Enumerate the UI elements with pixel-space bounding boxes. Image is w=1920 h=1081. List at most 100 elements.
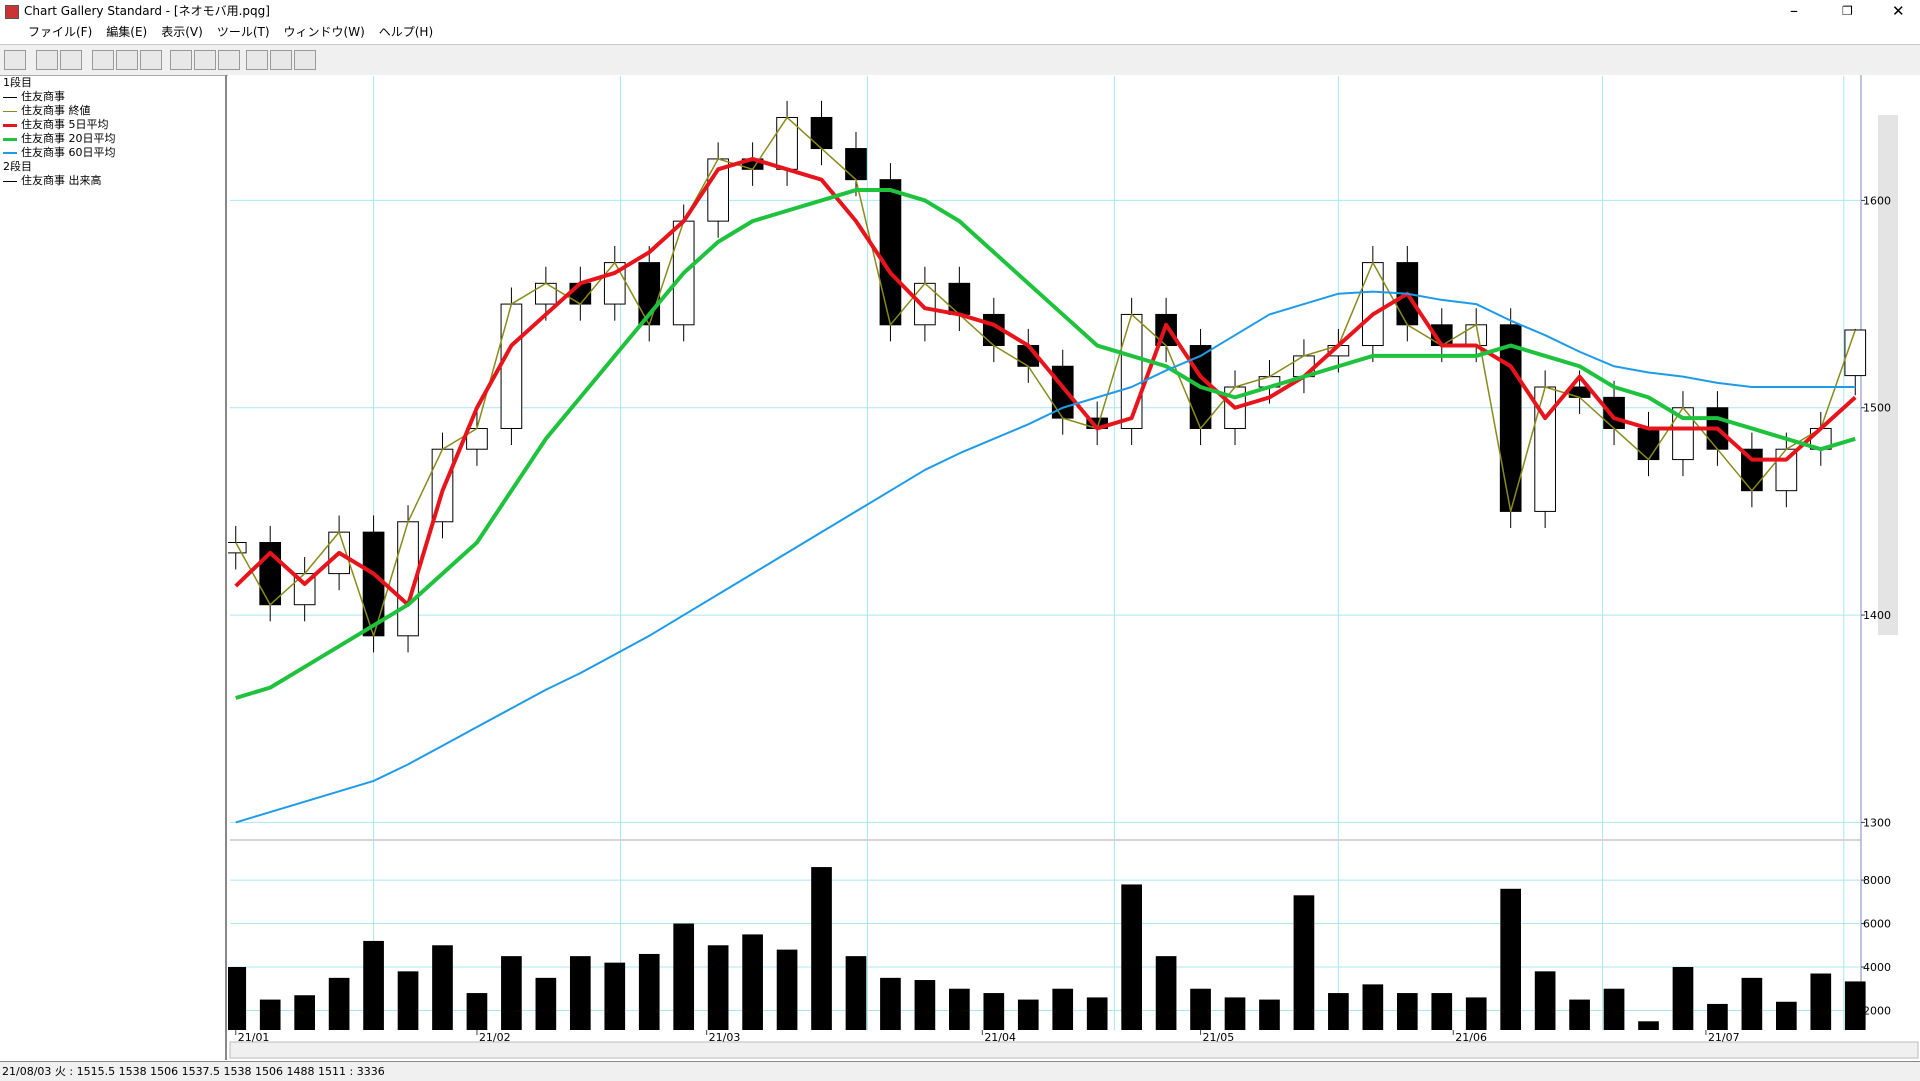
volume-bar	[228, 967, 247, 1030]
x-tick-label: 21/04	[984, 1031, 1016, 1044]
volume-bar	[776, 949, 798, 1030]
legend-item: 住友商事	[3, 90, 222, 104]
legend-label: 住友商事 20日平均	[21, 132, 116, 145]
tool-button[interactable]	[140, 50, 162, 70]
chart-background	[228, 75, 1920, 1060]
legend-item: 住友商事 5日平均	[3, 118, 222, 132]
tool-button[interactable]	[92, 50, 114, 70]
volume-bar	[949, 988, 970, 1030]
menu-bar: ファイル(F) 編集(E) 表示(V) ツール(T) ウィンドウ(W) ヘルプ(H)	[0, 22, 1920, 43]
tool-button[interactable]	[4, 50, 26, 70]
volume-bar	[1190, 988, 1211, 1030]
status-text: 21/08/03 火 : 1515.5 1538 1506 1537.5 153…	[2, 1065, 385, 1078]
y-tick-label: 6000	[1863, 918, 1891, 931]
tool-button[interactable]	[60, 50, 82, 70]
legend-item: 住友商事 60日平均	[3, 146, 222, 160]
line-series	[235, 188, 1856, 700]
minimize-button[interactable]: –	[1790, 1, 1798, 20]
menu-item[interactable]: ヘルプ(H)	[378, 25, 434, 39]
volume-bar	[673, 923, 695, 1030]
legend-swatch	[3, 137, 17, 141]
scrollbar[interactable]	[229, 1041, 1919, 1059]
x-tick-label: 21/05	[1203, 1031, 1235, 1044]
volume-bar	[880, 977, 901, 1030]
volume-bar	[1638, 1021, 1659, 1030]
line-series	[235, 116, 1856, 637]
tool-button[interactable]	[294, 50, 316, 70]
menu-item[interactable]: 表示(V)	[161, 25, 203, 39]
menu-item[interactable]: ツール(T)	[216, 25, 270, 39]
legend-item: 住友商事 20日平均	[3, 132, 222, 146]
volume-bar	[1844, 981, 1866, 1030]
volume-bar	[1121, 884, 1142, 1030]
menu-item[interactable]: 編集(E)	[106, 25, 148, 39]
y-tick-label: 1300	[1863, 816, 1891, 829]
volume-bar	[1224, 997, 1246, 1030]
tool-button[interactable]	[194, 50, 216, 70]
toolbar	[0, 44, 1920, 76]
volume-bar	[1396, 993, 1418, 1030]
restore-button[interactable]: ❐	[1842, 4, 1853, 18]
volume-bar	[1672, 967, 1694, 1030]
volume-bar	[1362, 984, 1384, 1030]
legend-swatch	[3, 123, 17, 127]
volume-bar	[1259, 999, 1280, 1030]
window-title: Chart Gallery Standard - [ネオモバ用.pqg]	[24, 4, 270, 18]
candle-body	[1603, 396, 1625, 429]
tool-button[interactable]	[218, 50, 240, 70]
volume-bar	[1465, 997, 1487, 1030]
volume-bar	[1293, 895, 1315, 1030]
volume-bar	[1534, 971, 1556, 1030]
line-series	[234, 156, 1857, 607]
volume-bar	[1569, 999, 1590, 1030]
volume-bar	[363, 940, 384, 1030]
volume-bar	[501, 956, 522, 1030]
legend-swatch	[3, 180, 17, 182]
tool-button[interactable]	[36, 50, 58, 70]
volume-bar	[397, 971, 419, 1030]
candle-body	[879, 179, 902, 326]
legend-swatch	[3, 96, 17, 98]
candle-body	[776, 116, 798, 170]
volume-bar	[1328, 993, 1349, 1030]
volume-bar	[914, 980, 936, 1030]
tool-button[interactable]	[170, 50, 192, 70]
y-tick-label: 8000	[1863, 874, 1891, 887]
volume-bar	[1741, 977, 1763, 1030]
legend-item: 住友商事 終値	[3, 104, 222, 118]
volume-bar	[983, 993, 1005, 1030]
candle-body	[466, 427, 488, 450]
volume-bar	[1017, 999, 1039, 1030]
tool-button[interactable]	[116, 50, 138, 70]
x-tick-label: 21/02	[479, 1031, 511, 1044]
volume-bar	[604, 962, 626, 1030]
legend-item: 住友商事 出来高	[3, 174, 222, 188]
volume-bar	[466, 993, 488, 1030]
price-histogram	[1878, 115, 1898, 635]
candle-body	[500, 303, 523, 429]
volume-bar	[259, 999, 281, 1030]
volume-bar	[432, 945, 453, 1030]
menu-item[interactable]: ファイル(F)	[28, 25, 93, 39]
legend-label: 住友商事	[21, 90, 65, 103]
volume-bar	[1776, 1001, 1797, 1030]
panel-label: 1段目	[3, 76, 32, 89]
volume-bar	[638, 953, 660, 1030]
tool-button[interactable]	[270, 50, 292, 70]
volume-bar	[1500, 888, 1522, 1030]
tool-button[interactable]	[246, 50, 268, 70]
panel-label: 2段目	[3, 160, 32, 173]
y-tick-label: 2000	[1863, 1004, 1891, 1017]
volume-bar	[328, 977, 350, 1030]
volume-bar	[1603, 988, 1625, 1030]
legend-panel: 1段目 住友商事 住友商事 終値 住友商事 5日平均 住友商事 20日平均 住友商事 60…	[0, 75, 227, 1060]
menu-item[interactable]: ウィンドウ(W)	[283, 25, 365, 39]
volume-bar	[845, 956, 867, 1030]
legend-label: 住友商事 終値	[21, 104, 91, 117]
close-button[interactable]: ✕	[1892, 2, 1905, 20]
x-tick-label: 21/03	[709, 1031, 741, 1044]
legend-label: 住友商事 出来高	[21, 174, 102, 187]
candle-body	[810, 116, 833, 150]
volume-bar	[1810, 973, 1832, 1030]
